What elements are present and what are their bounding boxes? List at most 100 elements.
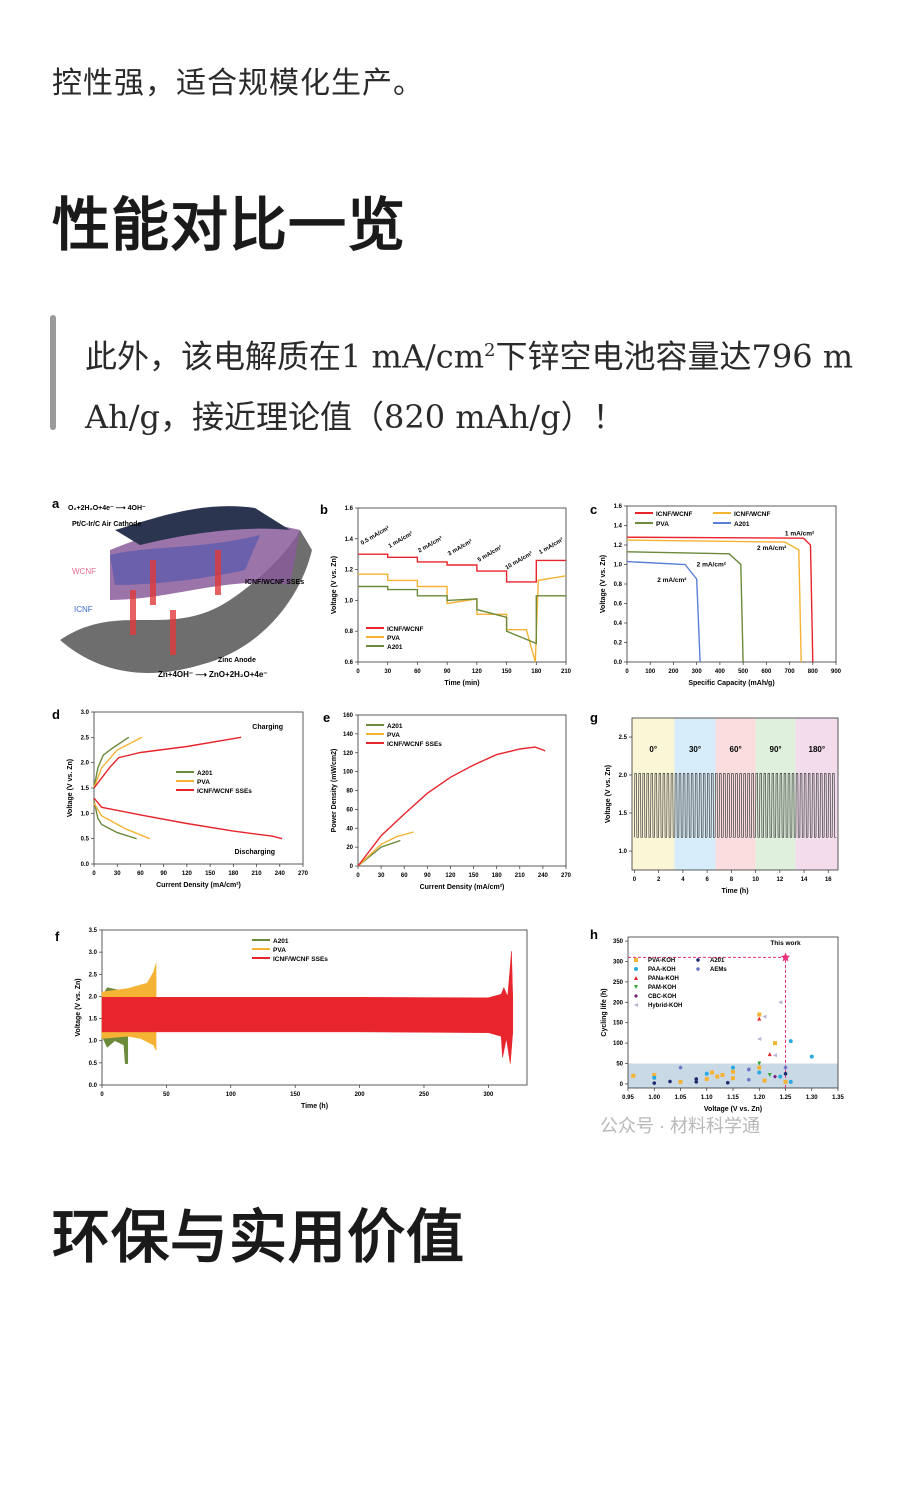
- y-tick-label: 1.4: [345, 537, 354, 543]
- data-point: [757, 1016, 762, 1021]
- y-tick-label: 150: [613, 1021, 624, 1027]
- y-tick-label: 0.0: [614, 660, 623, 666]
- x-tick-label: 270: [298, 871, 309, 877]
- x-tick-label: 50: [163, 1092, 170, 1098]
- x-axis-label: Current Density (mA/cm²): [156, 882, 241, 889]
- quote-text-pre: 此外，该电解质在1 mA/cm: [85, 337, 485, 376]
- legend-marker: [696, 967, 700, 971]
- legend-marker: [634, 967, 638, 971]
- y-tick-label: 250: [613, 980, 624, 986]
- y-tick-label: 1.0: [81, 811, 90, 817]
- x-tick-label: 1.30: [806, 1095, 818, 1101]
- band-label: 90°: [770, 745, 782, 754]
- curve-note: 2 mA/cm²: [757, 545, 787, 552]
- data-point: [631, 1073, 636, 1078]
- data-point: [773, 1041, 777, 1046]
- x-tick-label: 600: [761, 669, 772, 675]
- x-axis-label: Voltage (V vs. Zn): [704, 1106, 762, 1113]
- anode-label: Zinc Anode: [218, 657, 256, 664]
- x-tick-label: 210: [515, 873, 526, 879]
- y-tick-label: 60: [346, 807, 353, 813]
- y-tick-label: 2.0: [619, 773, 628, 779]
- y-tick-label: 20: [346, 845, 353, 851]
- data-point: [788, 1039, 793, 1044]
- x-tick-label: 180: [531, 669, 542, 675]
- x-tick-label: 300: [483, 1092, 494, 1098]
- heading-performance: 性能对比一览: [52, 191, 407, 259]
- y-tick-label: 1.0: [614, 563, 623, 569]
- plot-frame: [357, 507, 567, 663]
- y-tick-label: 1.6: [345, 506, 354, 512]
- y-tick-label: 2.0: [89, 994, 98, 1000]
- x-tick-label: 90: [424, 873, 431, 879]
- x-tick-label: 250: [419, 1092, 430, 1098]
- x-tick-label: 800: [808, 669, 819, 675]
- quote-bar: [50, 315, 56, 430]
- data-point: [652, 1075, 657, 1080]
- x-tick-label: 150: [469, 873, 480, 879]
- y-axis-label: Voltage (V vs. Zn): [600, 555, 607, 613]
- x-tick-label: 90: [160, 871, 167, 877]
- data-point: [773, 1053, 777, 1058]
- legend-label: PANa-KOH: [648, 976, 679, 982]
- legend-label: PVA: [387, 635, 400, 642]
- y-tick-label: 1.6: [614, 504, 623, 510]
- x-tick-label: 16: [825, 877, 832, 883]
- y-tick-label: 1.0: [619, 849, 628, 855]
- series-line-icnf-wcnf-sses: [357, 746, 546, 867]
- x-tick-label: 30: [384, 669, 391, 675]
- panel-b: b 0 30 60 90 120 150 180 210 0.6 0.8 1.0 1.2 1.4 1.6 Ti…: [320, 502, 572, 687]
- y-tick-label: 0.4: [614, 621, 623, 627]
- y-tick-label: 2.5: [89, 972, 98, 978]
- charging-label: Charging: [252, 724, 283, 731]
- x-tick-label: 0: [633, 877, 637, 883]
- y-tick-label: 3.5: [89, 928, 98, 934]
- series-line-icnf-wcnf: [626, 539, 802, 663]
- series-line-icnf-wcnf: [358, 553, 566, 583]
- x-tick-label: 150: [205, 871, 216, 877]
- legend-label: ICNF/WCNF: [734, 511, 770, 518]
- x-tick-label: 8: [730, 877, 734, 883]
- data-point: [783, 1065, 788, 1070]
- sses-label: ICNF/WCNF SSEs: [245, 579, 304, 586]
- wcnf-label: WCNF: [72, 567, 96, 576]
- ion-transport-column: [150, 560, 156, 605]
- quote-text-post: 下锌空电池容量达796 mAh/g，接近理论值（820 mAh/g）！: [85, 337, 854, 436]
- data-point: [726, 1080, 730, 1085]
- angle-band: [795, 718, 838, 870]
- data-point: [731, 1065, 735, 1070]
- legend-label: PAA-KOH: [648, 967, 676, 973]
- legend-label: Hybrid-KOH: [648, 1003, 682, 1009]
- x-axis-label: Time (min): [444, 680, 479, 687]
- nanofiber-network: [110, 535, 260, 585]
- zinc-anode-shape: [60, 530, 312, 673]
- y-tick-label: 1.2: [345, 568, 354, 574]
- x-tick-label: 100: [645, 669, 656, 675]
- legend-label: ICNF/WCNF SSEs: [197, 788, 252, 795]
- x-tick-label: 210: [252, 871, 263, 877]
- y-tick-label: 120: [343, 751, 354, 757]
- y-tick-label: 1.5: [619, 811, 628, 817]
- panel-h: h 0.95 1.00 1.05 1.10 1.15 1.20 1.25 1.30 1.35 0 50…: [590, 927, 844, 1113]
- data-point: [731, 1069, 735, 1074]
- data-point: [710, 1070, 714, 1075]
- legend-label: A201: [387, 644, 403, 651]
- x-tick-label: 900: [831, 669, 842, 675]
- data-point: [694, 1077, 698, 1081]
- current-density-annotation: 0.5 mA/cm²: [360, 525, 391, 547]
- data-point: [678, 1065, 683, 1070]
- x-tick-label: 270: [561, 873, 572, 879]
- curve-note: 2 mA/cm²: [697, 561, 727, 568]
- legend-marker: [696, 958, 700, 962]
- y-tick-label: 0: [620, 1082, 624, 1088]
- legend-marker: [634, 994, 638, 998]
- data-point: [809, 1054, 814, 1059]
- y-tick-label: 1.4: [614, 524, 623, 530]
- y-tick-label: 200: [613, 1000, 624, 1006]
- legend-label: PVA: [197, 779, 210, 786]
- x-tick-label: 0: [92, 871, 96, 877]
- series-line-icnf-wcnf: [626, 536, 814, 663]
- x-tick-label: 6: [705, 877, 709, 883]
- panel-letter: c: [590, 502, 597, 517]
- x-tick-label: 120: [182, 871, 193, 877]
